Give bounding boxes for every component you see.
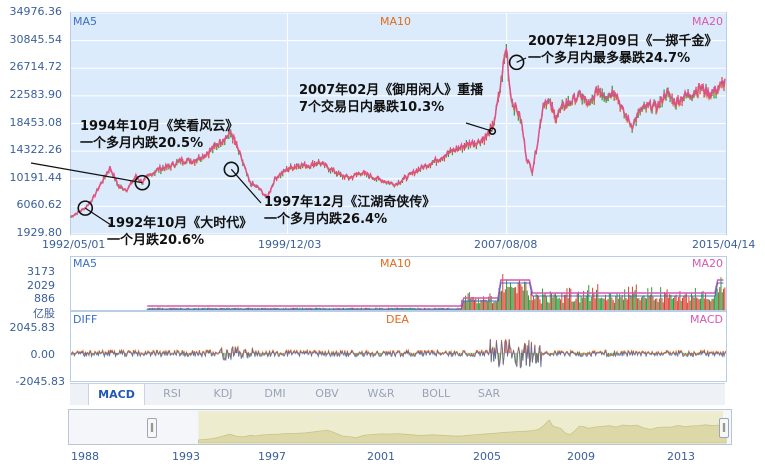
range-scroller-svg — [197, 411, 727, 444]
scroller-year-label: 2013 — [667, 450, 695, 463]
volume-chart-svg — [146, 274, 726, 310]
annotation-1997-detail: 一个多月内跌26.4% — [264, 212, 388, 227]
macd-y-tick-zero: 0.00 — [30, 348, 56, 361]
price-x-tick-2007: 2007/08/08 — [474, 238, 538, 251]
price-ma20-line — [70, 46, 726, 218]
volume-y-tick-2029: 2029 — [27, 279, 55, 292]
scroller-right-handle[interactable]: ‖ — [719, 418, 729, 438]
volume-panel — [70, 256, 727, 311]
scroller-year-label: 2001 — [367, 450, 395, 463]
annotation-1992: 1992年10月《大时代》 一个月跌20.6% — [107, 215, 252, 249]
price-chart-svg — [30, 12, 726, 235]
annotation-1997: 1997年12月《江湖奇侠传》 一个多月内跌26.4% — [264, 194, 435, 228]
annotation-1992-detail: 一个月跌20.6% — [107, 233, 205, 248]
price-chart-panel — [30, 12, 727, 235]
tab-obv[interactable]: OBV — [315, 387, 339, 400]
volume-ma5-line — [147, 282, 724, 310]
volume-legend-ma10: MA10 — [380, 257, 412, 270]
annotation-1992-marker — [77, 200, 94, 216]
price-y-tick: 10191.44 — [9, 170, 63, 184]
price-legend-ma20: MA20 — [692, 15, 724, 28]
tab-sar[interactable]: SAR — [477, 387, 501, 400]
price-y-tick: 26714.72 — [9, 60, 63, 74]
annotation-1994-detail: 一个多月内跌20.5% — [80, 136, 204, 151]
annotation-2007-dec-marker — [508, 54, 525, 71]
annotation-1994: 1994年10月《笑看风云》 一个多月内跌20.5% — [80, 118, 238, 152]
annotation-1997-title: 1997年12月《江湖奇侠传》 — [264, 195, 436, 210]
price-legend-ma5: MA5 — [73, 15, 98, 28]
volume-ma20-line — [147, 279, 724, 307]
tab-dmi[interactable]: DMI — [264, 387, 286, 400]
tab-wr[interactable]: W&R — [367, 387, 395, 400]
macd-legend-dea: DEA — [386, 313, 409, 326]
annotation-2007-feb-detail: 7个交易日内暴跌10.3% — [299, 100, 445, 115]
macd-y-tick-bottom: -2045.83 — [15, 375, 65, 388]
annotation-2007-feb-marker-leader — [465, 122, 493, 132]
scroller-area — [197, 419, 727, 444]
price-x-tick-2015: 2015/04/14 — [692, 238, 756, 251]
annotation-1992-marker-leader — [84, 207, 112, 226]
range-scroller[interactable]: ‖ ‖ — [68, 409, 732, 445]
scroller-year-label: 1997 — [258, 450, 286, 463]
tab-macd[interactable]: MACD — [88, 383, 145, 405]
tab-rsi[interactable]: RSI — [163, 387, 181, 400]
scroller-year-label: 2005 — [473, 450, 501, 463]
price-y-tick: 22583.90 — [9, 87, 63, 101]
annotation-1992-title: 1992年10月《大时代》 — [107, 216, 253, 231]
annotation-1994-title: 1994年10月《笑看风云》 — [80, 119, 239, 134]
scroller-year-label: 1988 — [71, 450, 99, 463]
price-y-tick: 30845.54 — [9, 32, 63, 46]
volume-legend-ma5: MA5 — [73, 257, 98, 270]
volume-unit: 亿股 — [33, 307, 55, 320]
price-y-tick: 14322.26 — [9, 143, 63, 157]
price-legend-ma10: MA10 — [380, 15, 412, 28]
price-y-tick: 34976.36 — [9, 5, 63, 18]
macd-y-tick-top: 2045.83 — [9, 321, 56, 334]
scroller-year-label: 1993 — [172, 450, 200, 463]
tab-boll[interactable]: BOLL — [421, 387, 451, 400]
annotation-1994-marker-leader — [30, 162, 143, 184]
price-y-tick: 1929.80 — [16, 226, 63, 239]
macd-legend-macd: MACD — [690, 313, 723, 326]
annotation-1997-marker — [223, 161, 240, 178]
macd-legend-diff: DIFF — [73, 313, 98, 326]
price-y-tick: 6060.62 — [16, 198, 63, 212]
indicator-tab-bar — [70, 383, 725, 405]
price-x-tick-1992: 1992/05/01 — [42, 238, 106, 251]
macd-diff-line — [71, 339, 726, 369]
annotation-2007-feb-marker — [488, 127, 497, 136]
price-y-tick: 18453.08 — [9, 115, 63, 129]
volume-legend-ma20: MA20 — [692, 257, 724, 270]
volume-y-tick-886: 886 — [34, 292, 55, 305]
scroller-year-label: 2009 — [567, 450, 595, 463]
volume-y-tick-3173: 3173 — [27, 265, 55, 278]
macd-chart-svg — [71, 338, 726, 369]
tab-kdj[interactable]: KDJ — [213, 387, 233, 400]
macd-panel — [70, 311, 727, 382]
annotation-1994-marker — [134, 174, 151, 191]
annotation-2007-dec: 2007年12月09日《一掷千金》 一个多月内最多暴跌24.7% — [528, 33, 717, 67]
annotation-2007-feb: 2007年02月《御用闲人》重播 7个交易日内暴跌10.3% — [299, 82, 483, 116]
annotation-2007-feb-title: 2007年02月《御用闲人》重播 — [299, 83, 484, 98]
scroller-left-handle[interactable]: ‖ — [147, 418, 157, 438]
annotation-2007-dec-detail: 一个多月内最多暴跌24.7% — [528, 51, 691, 66]
price-x-tick-1999: 1999/12/03 — [258, 238, 322, 251]
annotation-2007-dec-title: 2007年12月09日《一掷千金》 — [528, 34, 718, 49]
annotation-2007-dec-marker-leader — [516, 57, 527, 63]
